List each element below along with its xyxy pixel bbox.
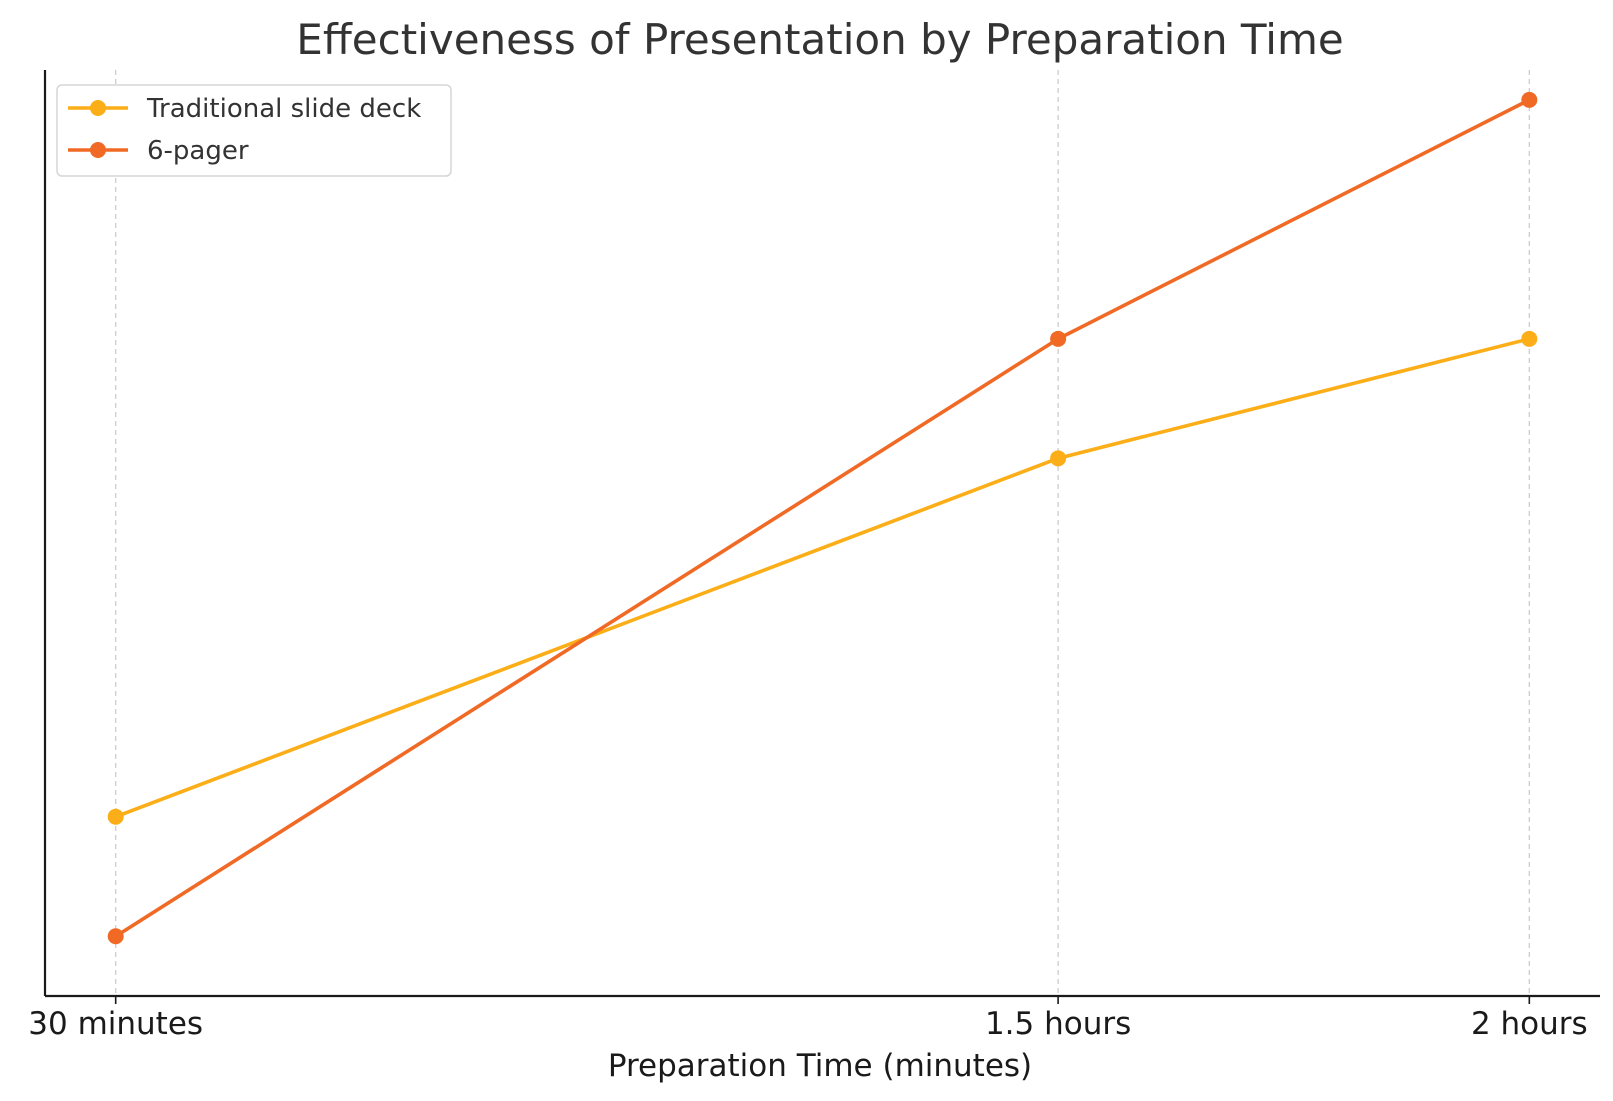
legend-entry-0: Traditional slide deck (68, 94, 421, 124)
x-tick-label-0: 30 minutes (28, 1006, 203, 1042)
legend-label-0: Traditional slide deck (146, 94, 421, 124)
legend-box (56, 84, 452, 177)
data-point-1-2 (1521, 91, 1538, 108)
legend: Traditional slide deck 6-pager (56, 84, 452, 177)
x-tick-labels: 30 minutes 1.5 hours 2 hours (28, 996, 1588, 1042)
data-point-0-1 (1050, 450, 1067, 467)
data-point-0-2 (1521, 330, 1538, 347)
x-tick-label-1: 1.5 hours (985, 1006, 1131, 1042)
legend-entry-1: 6-pager (68, 136, 249, 166)
x-axis-label: Preparation Time (minutes) (608, 1048, 1032, 1084)
data-point-1-1 (1050, 330, 1067, 347)
x-tick-label-2: 2 hours (1471, 1006, 1588, 1042)
series-line-0 (115, 337, 1530, 819)
series-layer (107, 91, 1538, 945)
axes (43, 70, 1600, 998)
series-line-1 (114, 98, 1531, 938)
data-point-1-0 (107, 928, 124, 945)
legend-swatch-marker-0 (90, 100, 106, 116)
legend-swatch-marker-1 (90, 142, 106, 158)
series-1 (107, 91, 1538, 945)
series-0 (107, 330, 1538, 825)
chart-title: Effectiveness of Presentation by Prepara… (296, 15, 1343, 64)
legend-label-1: 6-pager (147, 136, 249, 166)
grid-lines (115, 70, 1530, 996)
data-point-0-0 (107, 808, 124, 825)
